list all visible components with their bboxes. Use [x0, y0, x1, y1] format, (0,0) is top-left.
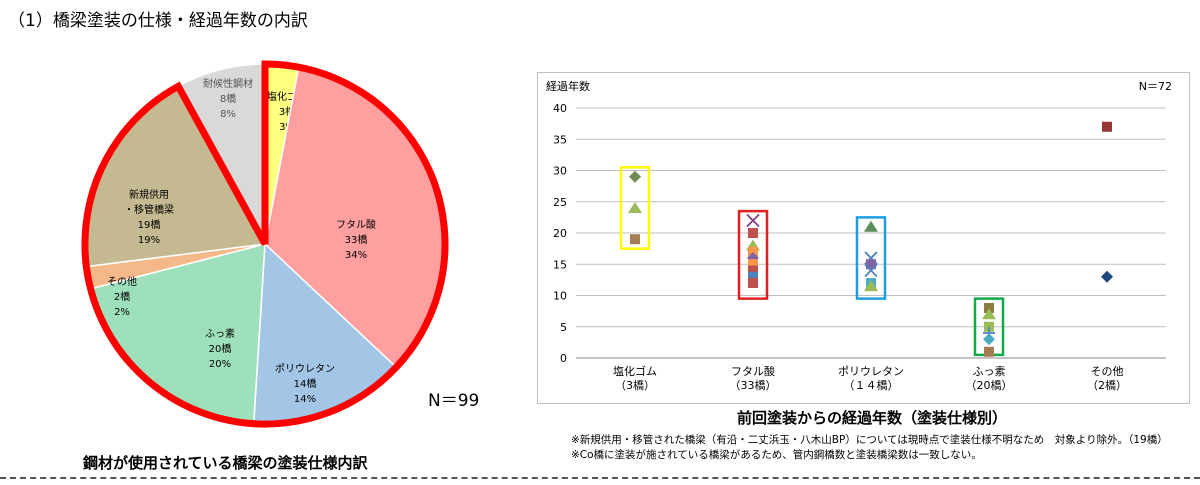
x-category-sublabel: （１４橋）: [844, 378, 899, 392]
y-axis-label: 経過年数: [546, 79, 590, 93]
scatter-n-label: N＝72: [1139, 80, 1172, 93]
scatter-point: [982, 308, 996, 320]
y-tick-label: 15: [553, 258, 567, 271]
y-tick-label: 20: [553, 227, 567, 240]
footnote-1: ※新規供用・移管された橋梁（有沿・二丈浜玉・八木山BP）については現時点で塗装仕…: [571, 434, 1168, 446]
scatter-point: [748, 246, 758, 257]
scatter-point: [983, 333, 995, 346]
category-highlight-box: [737, 209, 769, 300]
x-category-label: フタル酸: [731, 364, 775, 378]
x-category-sublabel: （3橋）: [615, 378, 655, 392]
pie-slice-label: 耐候性鋼材 8橋 8%: [203, 77, 253, 120]
x-category-label: ふっ素: [973, 365, 1006, 378]
y-tick-label: 0: [560, 352, 567, 365]
scatter-caption: 前回塗装からの経過年数（塗装仕様別）: [737, 409, 1008, 427]
scatter-point: [864, 263, 878, 278]
y-tick-label: 10: [553, 290, 567, 303]
scatter-chart: 経過年数 N＝72 0 5 10 15 20 25 30 35 40 塩化ゴム（3橋） フタル酸（33橋…: [546, 79, 1172, 392]
pie-chart: 塩化ゴム3橋3%フタル酸33橋34%ポリウレタン14橋14%ふっ素20橋20%そ…: [81, 60, 449, 428]
x-category-label: その他: [1091, 365, 1124, 378]
pie-highlight-outline: [81, 60, 449, 428]
pie-slice-label: 新規供用・移管橋梁 19橋 19%: [124, 188, 174, 246]
scatter-point: [748, 259, 758, 270]
y-tick-label: 5: [560, 321, 567, 334]
scatter-chart-frame: 経過年数 N＝72 0 5 10 15 20 25 30 35 40 塩化ゴム （3橋） フタル酸 （33橋…: [537, 72, 1190, 404]
scatter-point: [1101, 270, 1113, 283]
y-tick-label: 25: [553, 196, 567, 209]
pie-slice-label: ふっ素 20橋 20%: [205, 327, 235, 370]
x-category-label: 塩化ゴム: [613, 364, 657, 378]
scatter-point: [746, 213, 760, 228]
section-title: （1）橋梁塗装の仕様・経過年数の内訳: [8, 11, 308, 31]
scatter-point: [748, 228, 758, 238]
scatter-point: [984, 303, 994, 313]
x-category-label: ポリウレタン: [838, 365, 904, 378]
scatter-point: [748, 265, 758, 276]
dashed-divider: [0, 477, 1200, 479]
y-tick-label: 30: [553, 165, 567, 178]
scatter-point: [630, 234, 640, 245]
scatter-point: [984, 321, 994, 332]
scatter-point: [629, 170, 641, 183]
footnote-2: ※Co橋に塗装が施されている橋梁があるため、管内鋼橋数と塗装橋梁数は一致しない。: [571, 449, 982, 461]
scatter-point: [748, 271, 758, 282]
x-category-sublabel: （2橋）: [1087, 378, 1127, 392]
pie-caption: 鋼材が使用されている橋梁の塗装仕様内訳: [83, 454, 368, 472]
pie-n-label: N＝99: [428, 391, 480, 411]
category-highlight-box: [855, 216, 887, 300]
y-tick-label: 40: [553, 102, 567, 115]
pie-slice-label: フタル酸 33橋 34%: [336, 218, 376, 261]
scatter-point: [748, 278, 758, 288]
scatter-point: [866, 259, 876, 270]
x-category-sublabel: （33橋）: [730, 378, 777, 392]
y-tick-label: 35: [553, 133, 567, 146]
scatter-point: [628, 202, 642, 213]
pie-slice-label: ポリウレタン 14橋 14%: [275, 363, 335, 405]
scatter-point: [984, 346, 994, 357]
scatter-point: [864, 280, 878, 292]
pie-slice-label: その他 2橋 2%: [107, 275, 137, 318]
x-category-sublabel: （20橋）: [966, 378, 1013, 392]
category-highlight-box: [619, 166, 651, 250]
scatter-point: [1102, 121, 1112, 132]
scatter-point: [864, 220, 878, 232]
